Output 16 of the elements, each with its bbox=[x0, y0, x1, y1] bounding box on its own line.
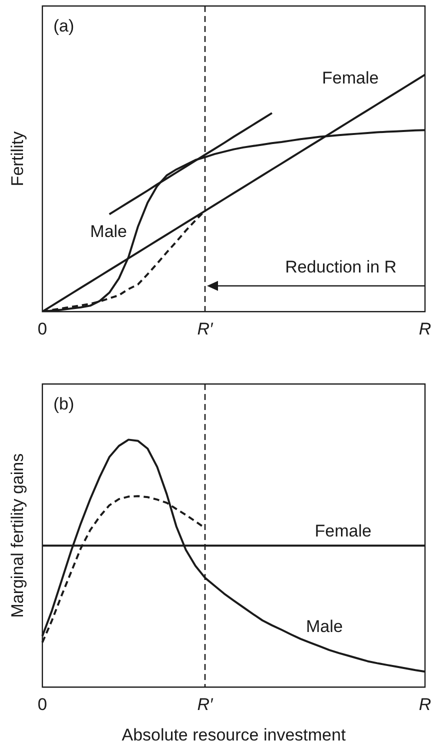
x-tick-label: R bbox=[418, 695, 432, 714]
annotation: Reduction in R bbox=[285, 258, 397, 277]
chart-title: (a) bbox=[53, 16, 74, 36]
x-tick-label: R bbox=[418, 320, 432, 339]
y-axis-title: Marginal fertility gains bbox=[8, 453, 27, 618]
series-label: Male bbox=[90, 222, 128, 241]
y-axis-title: Fertility bbox=[8, 130, 27, 186]
chart-title: (b) bbox=[53, 394, 74, 414]
x-tick-label: R′ bbox=[197, 695, 214, 714]
series-label: Female bbox=[314, 521, 372, 540]
x-tick-label: R′ bbox=[197, 320, 214, 339]
x-tick-label: 0 bbox=[38, 695, 48, 714]
series-label: Male bbox=[306, 617, 343, 636]
series-label: Female bbox=[322, 68, 379, 88]
x-tick-label: 0 bbox=[38, 319, 48, 338]
x-axis-title: Absolute resource investment bbox=[122, 725, 346, 744]
